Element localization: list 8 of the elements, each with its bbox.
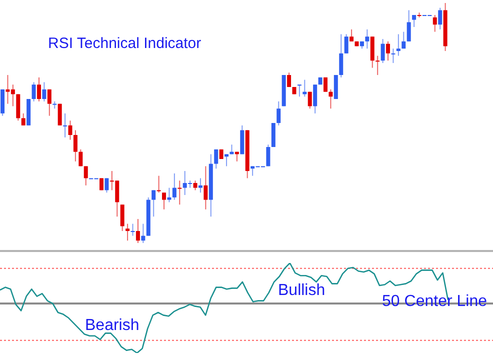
annotation: Bullish — [278, 282, 326, 300]
text: RSI Technical Indicator — [48, 35, 202, 52]
ref-line-label: 50 Center Line — [382, 292, 487, 310]
candlestick — [334, 75, 338, 99]
annotation: Bearish — [85, 317, 140, 335]
candlestick — [271, 123, 276, 147]
candlestick — [58, 103, 62, 126]
candlestick — [324, 76, 328, 92]
